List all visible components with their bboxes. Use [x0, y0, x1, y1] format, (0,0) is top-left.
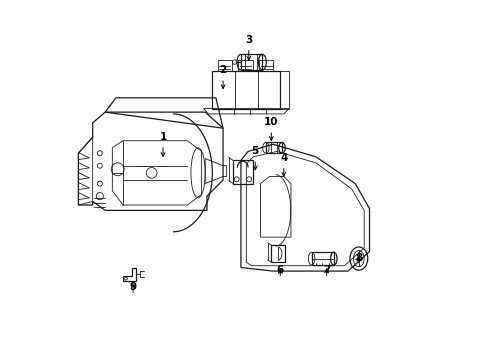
Text: 7: 7 — [322, 265, 330, 275]
Text: 4: 4 — [280, 153, 287, 163]
Text: 5: 5 — [251, 147, 258, 157]
Text: 1: 1 — [159, 132, 166, 142]
Text: 6: 6 — [276, 265, 283, 275]
Text: 3: 3 — [244, 35, 252, 45]
Text: 9: 9 — [129, 282, 136, 292]
Text: 2: 2 — [219, 65, 226, 75]
Text: 8: 8 — [354, 253, 362, 263]
Text: 10: 10 — [264, 117, 278, 127]
